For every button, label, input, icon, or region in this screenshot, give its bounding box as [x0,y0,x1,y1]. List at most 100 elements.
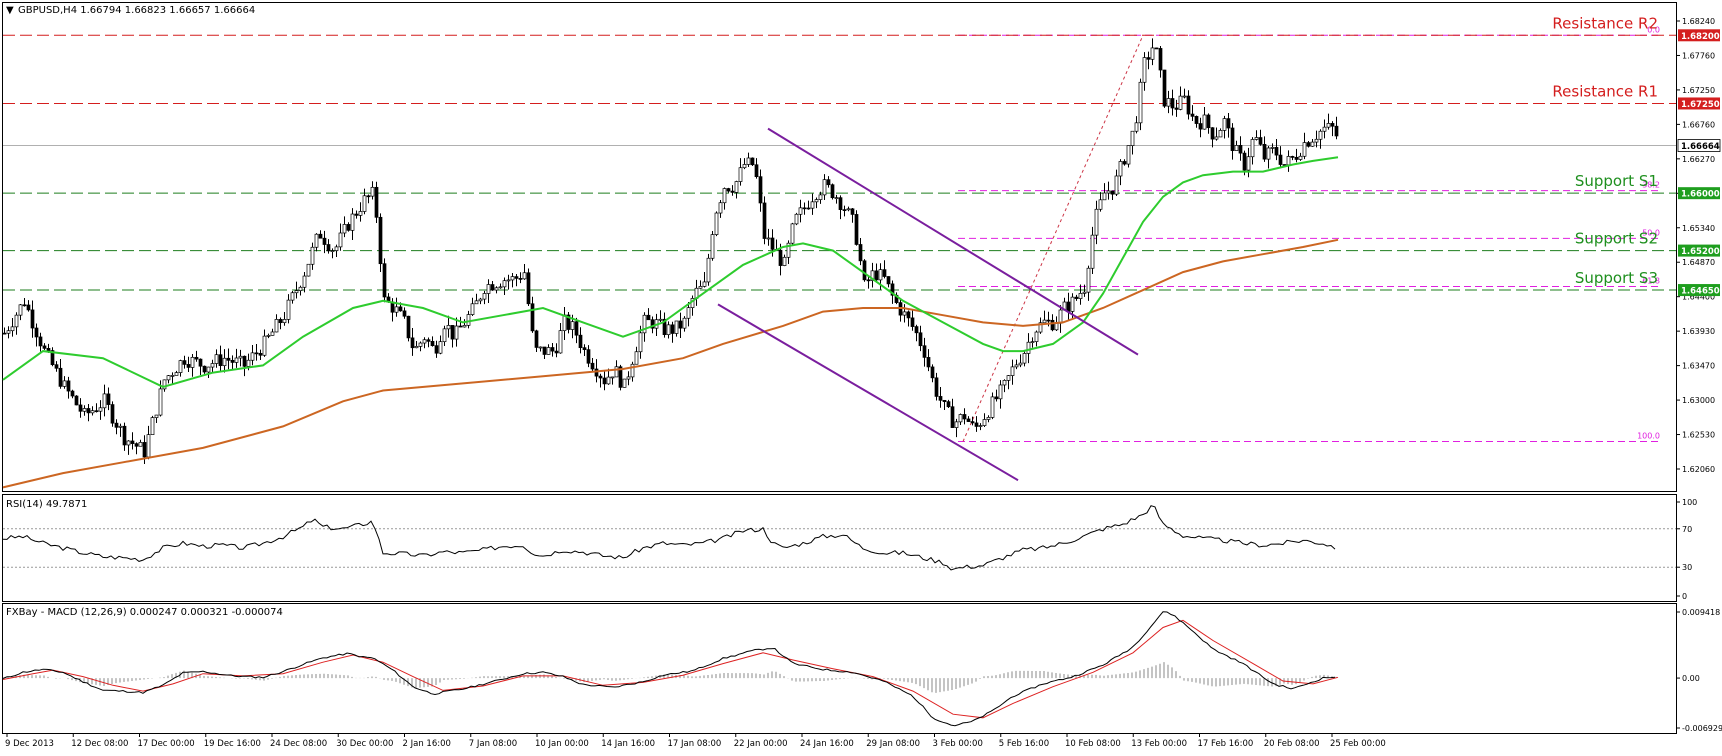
x-tick-label: 5 Feb 16:00 [999,739,1049,749]
candle-body [1302,142,1307,157]
candle-body [522,272,527,280]
candle-body [126,440,131,446]
candle-body [1270,147,1275,149]
candle-body [1230,127,1235,151]
candle-body [410,337,415,349]
candle-body [446,325,451,330]
candle-body [1162,69,1167,107]
menu-triangle-icon[interactable]: ▼ [6,5,14,16]
candle-body [502,280,507,288]
candle-body [734,181,739,193]
current-price-tag-label: 1.66664 [1681,142,1720,152]
price-tick-label: 1.65340 [1682,224,1715,233]
candle-body [210,363,215,368]
candle-body [1278,154,1283,165]
candle-body [302,275,307,288]
candle-body [1254,137,1259,140]
candle-body [310,246,315,265]
candle-body [218,354,223,367]
level-price-tag-label: 1.66000 [1681,190,1720,200]
candle-body [542,346,547,355]
ma200-line [2,238,1339,489]
candle-body [142,442,147,458]
candle-body [738,167,743,182]
candle-body [598,375,603,379]
level-price-tag [1678,29,1720,42]
candle-body [74,395,79,406]
candle-body [1050,319,1055,331]
candle-body [982,419,987,426]
candle-body [590,362,595,370]
candle-body [926,357,931,368]
candle-body [1066,301,1071,312]
price-tick-label: 1.64870 [1682,258,1715,267]
candle-body [1242,152,1247,171]
sr-level-label: Support S1 [1575,172,1658,190]
candle-body [1054,322,1059,331]
candle-body [78,404,83,412]
candle-body [1310,141,1315,147]
candle-body [454,325,459,340]
candle-body [274,319,279,333]
candle-body [190,356,195,368]
candle-body [910,317,915,327]
candle-body [778,249,783,266]
x-tick-label: 22 Jan 00:00 [734,739,788,749]
x-tick-label: 7 Jan 08:00 [469,739,517,749]
candle-body [334,246,339,251]
candle-body [138,442,143,447]
price-tick-label: 1.64400 [1682,293,1715,302]
candle-body [986,417,991,420]
candle-body [826,179,831,186]
candle-body [238,355,243,359]
x-tick-label: 17 Jan 08:00 [668,739,722,749]
candle-body [294,290,299,294]
channel-line [767,127,1139,356]
price-tick-label: 1.63470 [1682,362,1715,371]
candle-body [906,311,911,319]
candle-body [930,366,935,379]
fib-level-label: 50.0 [1642,228,1660,237]
candle-body [614,366,619,378]
candle-body [718,202,723,214]
candle-body [1314,138,1319,143]
candle-body [214,354,219,364]
candle-body [730,190,735,193]
macd-histogram [3,662,1337,693]
candle-body [578,334,583,349]
price-tick-label: 1.62530 [1682,431,1715,440]
candle-body [1214,136,1219,140]
candle-body [1150,47,1155,60]
candle-body [766,237,771,240]
sr-level-label: Resistance R1 [1552,82,1658,100]
candle-body [510,276,515,281]
candle-body [638,332,643,353]
candle-body [646,314,651,321]
rsi-label: RSI(14) 49.7871 [6,499,87,510]
candle-body [742,164,747,169]
candle-body [606,376,611,385]
candle-body [518,278,523,280]
x-tick-label: 25 Feb 00:00 [1330,739,1386,749]
candle-body [6,330,11,334]
candle-body [1206,114,1211,129]
candle-body [1114,175,1119,195]
candle-body [374,186,379,218]
candle-body [262,335,267,356]
candle-body [970,421,975,424]
candle-body [438,341,443,354]
candle-body [486,284,491,294]
level-price-tag [1678,97,1720,110]
macd-tick-label: 0.009418 [1682,608,1720,617]
candle-body [1006,375,1011,381]
candle-body [790,223,795,244]
sr-level-label: Support S3 [1575,269,1658,287]
x-tick-label: 3 Feb 00:00 [933,739,983,749]
candle-body [26,304,31,311]
candle-body [198,358,203,367]
candle-body [634,351,639,365]
candle-body [770,237,775,250]
candle-body [610,376,615,379]
candle-body [1106,190,1111,194]
candle-body [726,188,731,192]
